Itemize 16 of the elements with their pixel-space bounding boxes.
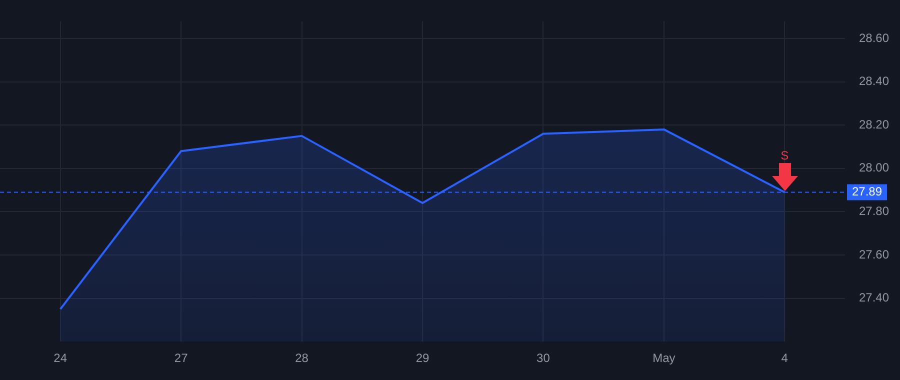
x-tick-label: May (652, 351, 676, 366)
x-tick-label: 28 (295, 351, 309, 366)
y-tick-label: 28.60 (859, 30, 890, 45)
ref-line-label: 27.89 (852, 184, 882, 199)
y-tick-label: 27.60 (859, 247, 890, 262)
x-tick-label: 30 (536, 351, 550, 366)
annotation: S (780, 148, 789, 163)
x-tick-label: 27 (174, 351, 188, 366)
x-tick-label: 24 (54, 351, 68, 366)
x-tick-label: 4 (781, 351, 788, 366)
y-tick-label: 28.20 (859, 117, 890, 132)
y-tick-label: 28.00 (859, 160, 890, 175)
y-tick-label: 27.80 (859, 204, 890, 218)
y-tick-label: 28.40 (859, 74, 890, 88)
y-tick-label: 27.40 (859, 290, 890, 305)
x-tick-label: 29 (416, 351, 430, 366)
